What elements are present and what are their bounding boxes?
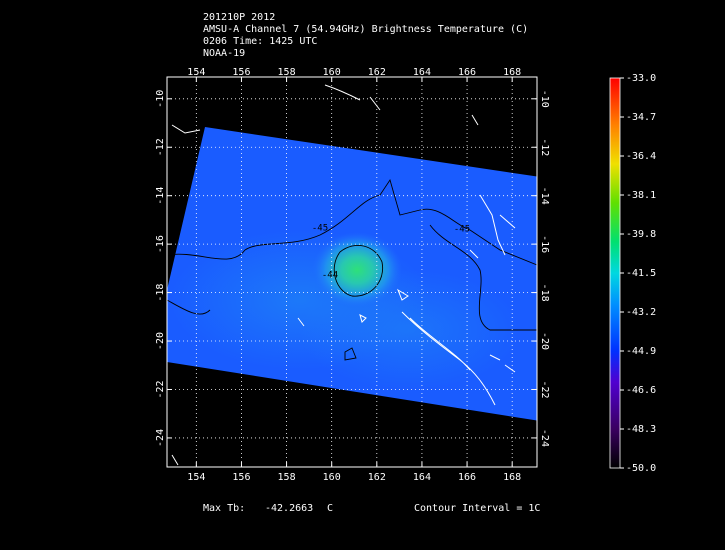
lon-label: 154 (187, 67, 205, 78)
colorbar-label: -46.6 (626, 385, 656, 396)
colorbar-label: -33.0 (626, 73, 656, 84)
lon-label: 168 (503, 67, 521, 78)
lat-label: -16 (155, 235, 166, 253)
lat-label: -22 (539, 380, 550, 398)
footer-unit: C (327, 503, 333, 514)
colorbar-label: -43.2 (626, 307, 656, 318)
lat-label: -20 (539, 332, 550, 350)
lon-label: 164 (413, 67, 431, 78)
lat-label: -18 (155, 284, 166, 302)
footer-label: Max Tb: (203, 503, 245, 514)
lat-label: -16 (539, 235, 550, 253)
lon-label: 158 (278, 472, 296, 483)
contour-label: -45 (312, 224, 328, 234)
lat-label: -14 (155, 187, 166, 205)
lat-label: -24 (155, 429, 166, 447)
colorbar-label: -48.3 (626, 424, 656, 435)
colorbar-label: -39.8 (626, 229, 656, 240)
lat-label: -18 (539, 284, 550, 302)
header-line: 201210P 2012 (203, 12, 275, 23)
lon-label: 156 (232, 472, 250, 483)
lon-label: 168 (503, 472, 521, 483)
colorbar-label: -38.1 (626, 190, 656, 201)
map-frame (166, 76, 538, 468)
footer-value: -42.2663 (265, 503, 313, 514)
header-line: AMSU-A Channel 7 (54.94GHz) Brightness T… (203, 24, 528, 35)
lat-label: -24 (539, 429, 550, 447)
lon-label: 160 (323, 472, 341, 483)
lat-label: -10 (155, 90, 166, 108)
colorbar-label: -41.5 (626, 268, 656, 279)
header-line: 0206 Time: 1425 UTC (203, 36, 317, 47)
contour-label: -45 (454, 225, 470, 235)
colorbar (609, 77, 621, 469)
lat-label: -14 (539, 187, 550, 205)
lon-label: 162 (368, 67, 386, 78)
footer-contour: Contour Interval = 1C (414, 503, 540, 514)
colorbar-label: -36.4 (626, 151, 656, 162)
lon-label: 158 (278, 67, 296, 78)
colorbar-label: -50.0 (626, 463, 656, 474)
lat-label: -12 (539, 138, 550, 156)
lon-label: 164 (413, 472, 431, 483)
colorbar-label: -34.7 (626, 112, 656, 123)
lat-label: -10 (539, 90, 550, 108)
lat-label: -22 (155, 380, 166, 398)
lon-label: 156 (232, 67, 250, 78)
contour-label: -44 (322, 271, 338, 281)
colorbar-label: -44.9 (626, 346, 656, 357)
lon-label: 166 (458, 472, 476, 483)
lon-label: 154 (187, 472, 205, 483)
lat-label: -12 (155, 138, 166, 156)
lon-label: 160 (323, 67, 341, 78)
lon-label: 166 (458, 67, 476, 78)
lon-label: 162 (368, 472, 386, 483)
lat-label: -20 (155, 332, 166, 350)
header-line: NOAA-19 (203, 48, 245, 59)
swath (167, 84, 537, 466)
